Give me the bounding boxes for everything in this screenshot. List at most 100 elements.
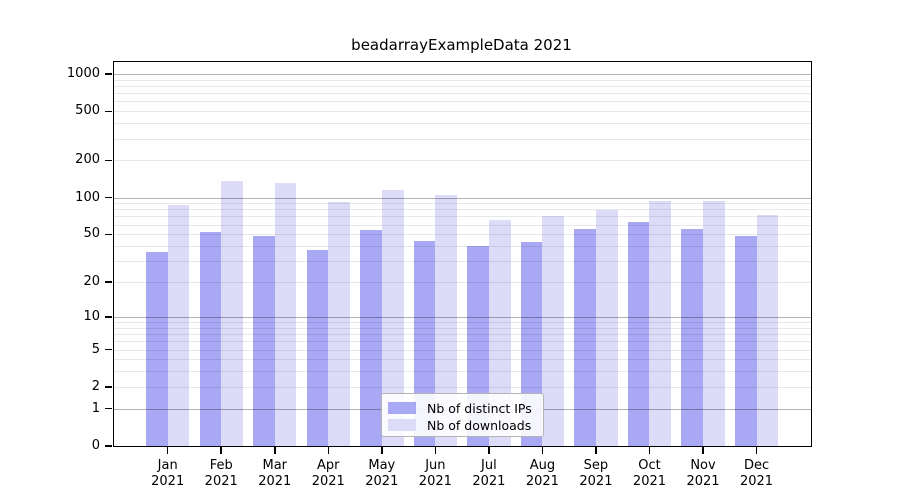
bar-downloads-mar	[274, 182, 297, 446]
x-tick-month: Oct	[638, 458, 661, 473]
x-tick-label-feb: Feb 2021	[189, 458, 253, 490]
y-tick-label-200: 200	[75, 152, 100, 168]
x-tick-year: 2021	[204, 474, 238, 489]
y-tick-50	[105, 233, 112, 236]
y-tick-label-2: 2	[91, 378, 100, 394]
y-tick-label-500: 500	[75, 103, 100, 119]
y-tick-10	[105, 316, 112, 318]
bar-downloads-jul	[488, 219, 511, 446]
minor-gridline-600	[114, 101, 811, 103]
y-tick-label-5: 5	[91, 341, 100, 357]
x-tick-year: 2021	[739, 474, 774, 489]
x-tick-year: 2021	[258, 474, 292, 489]
x-tick-may	[381, 447, 383, 454]
y-tick-500	[105, 110, 112, 113]
y-tick-100	[105, 196, 112, 199]
x-tick-oct	[648, 447, 651, 454]
x-tick-sep	[595, 447, 597, 454]
legend-item-ips: Nb of distinct IPs	[388, 400, 543, 416]
bar-downloads-dec	[756, 214, 779, 446]
y-tick-20	[105, 281, 112, 283]
x-tick-dec	[755, 447, 758, 454]
x-tick-month: Jun	[425, 458, 446, 473]
bar-downloads-feb	[221, 180, 243, 446]
y-tick-label-20: 20	[83, 274, 100, 290]
x-tick-label-aug: Aug 2021	[510, 458, 574, 490]
bar-ips-mar	[253, 236, 275, 446]
x-tick-month: Aug	[529, 458, 556, 473]
x-tick-year: 2021	[418, 474, 452, 489]
bar-downloads-oct	[649, 200, 672, 446]
y-tick-label-100: 100	[75, 189, 100, 205]
x-tick-year: 2021	[365, 474, 399, 489]
x-tick-year: 2021	[579, 474, 613, 489]
x-tick-month: Dec	[743, 458, 770, 473]
x-tick-month: Sep	[583, 458, 609, 473]
x-tick-label-oct: Oct 2021	[617, 458, 681, 490]
x-tick-nov	[702, 447, 704, 454]
bar-downloads-nov	[703, 201, 725, 446]
x-tick-month: Feb	[209, 458, 233, 473]
x-tick-label-jan: Jan 2021	[136, 458, 200, 490]
x-tick-year: 2021	[151, 474, 185, 489]
x-tick-jun	[434, 447, 437, 454]
x-tick-year: 2021	[632, 474, 667, 489]
y-tick-1	[105, 407, 112, 410]
plot-area: Nb of distinct IPs Nb of downloads 0 1 2 5 10…	[67, 61, 812, 489]
x-tick-feb	[220, 447, 222, 454]
y-tick-200	[105, 159, 112, 162]
x-tick-label-mar: Mar 2021	[243, 458, 307, 490]
y-tick-label-0: 0	[91, 438, 100, 453]
bar-downloads-apr	[328, 201, 350, 446]
bar-downloads-may	[381, 190, 404, 446]
bar-ips-dec	[734, 236, 757, 446]
y-tick-label-50: 50	[83, 226, 100, 242]
bar-downloads-jan	[167, 204, 190, 446]
y-tick-label-1: 1	[91, 400, 100, 416]
minor-gridline-700	[114, 93, 811, 95]
chart-title: beadarrayExampleData 2021	[351, 36, 572, 54]
x-tick-label-jul: Jul 2021	[457, 458, 521, 490]
bar-downloads-aug	[542, 216, 565, 446]
legend-swatch-downloads	[388, 419, 416, 431]
minor-gridline-300	[114, 138, 811, 140]
bar-ips-nov	[681, 229, 703, 446]
legend-label: Nb of distinct IPs	[427, 400, 532, 416]
y-tick-label-1000: 1000	[66, 66, 100, 81]
x-tick-month: Jan	[157, 458, 178, 473]
x-tick-month: Apr	[317, 458, 340, 473]
bar-downloads-sep	[595, 210, 618, 446]
x-tick-label-sep: Sep 2021	[564, 458, 628, 490]
y-tick-1000	[105, 73, 112, 75]
x-tick-year: 2021	[472, 474, 506, 489]
y-tick-0	[105, 445, 112, 447]
minor-gridline-900	[114, 79, 811, 81]
bar-ips-may	[360, 230, 382, 446]
x-tick-month: Mar	[262, 458, 288, 473]
minor-gridline-500	[114, 111, 811, 113]
minor-gridline-400	[114, 123, 811, 125]
bar-ips-apr	[306, 250, 329, 446]
x-tick-aug	[541, 447, 544, 454]
x-tick-label-nov: Nov 2021	[671, 458, 735, 490]
x-tick-label-dec: Dec 2021	[725, 458, 789, 490]
y-tick-2	[105, 386, 112, 388]
bar-downloads-jun	[435, 194, 458, 446]
major-gridline-1000	[114, 74, 811, 75]
x-tick-month: May	[368, 458, 396, 473]
bar-ips-sep	[574, 229, 596, 446]
x-tick-mar	[274, 447, 276, 454]
minor-gridline-200	[114, 160, 811, 162]
x-tick-year: 2021	[311, 474, 345, 489]
x-tick-label-apr: Apr 2021	[296, 458, 360, 490]
x-tick-label-may: May 2021	[350, 458, 414, 490]
x-tick-year: 2021	[686, 474, 720, 489]
major-gridline-100	[114, 197, 811, 199]
bar-ips-oct	[627, 222, 650, 446]
x-tick-label-jun: Jun 2021	[403, 458, 467, 490]
legend-swatch-ips	[388, 402, 416, 414]
x-tick-month: Nov	[690, 458, 716, 473]
x-tick-apr	[327, 447, 330, 454]
y-tick-5	[105, 348, 112, 351]
minor-gridline-800	[114, 86, 811, 87]
